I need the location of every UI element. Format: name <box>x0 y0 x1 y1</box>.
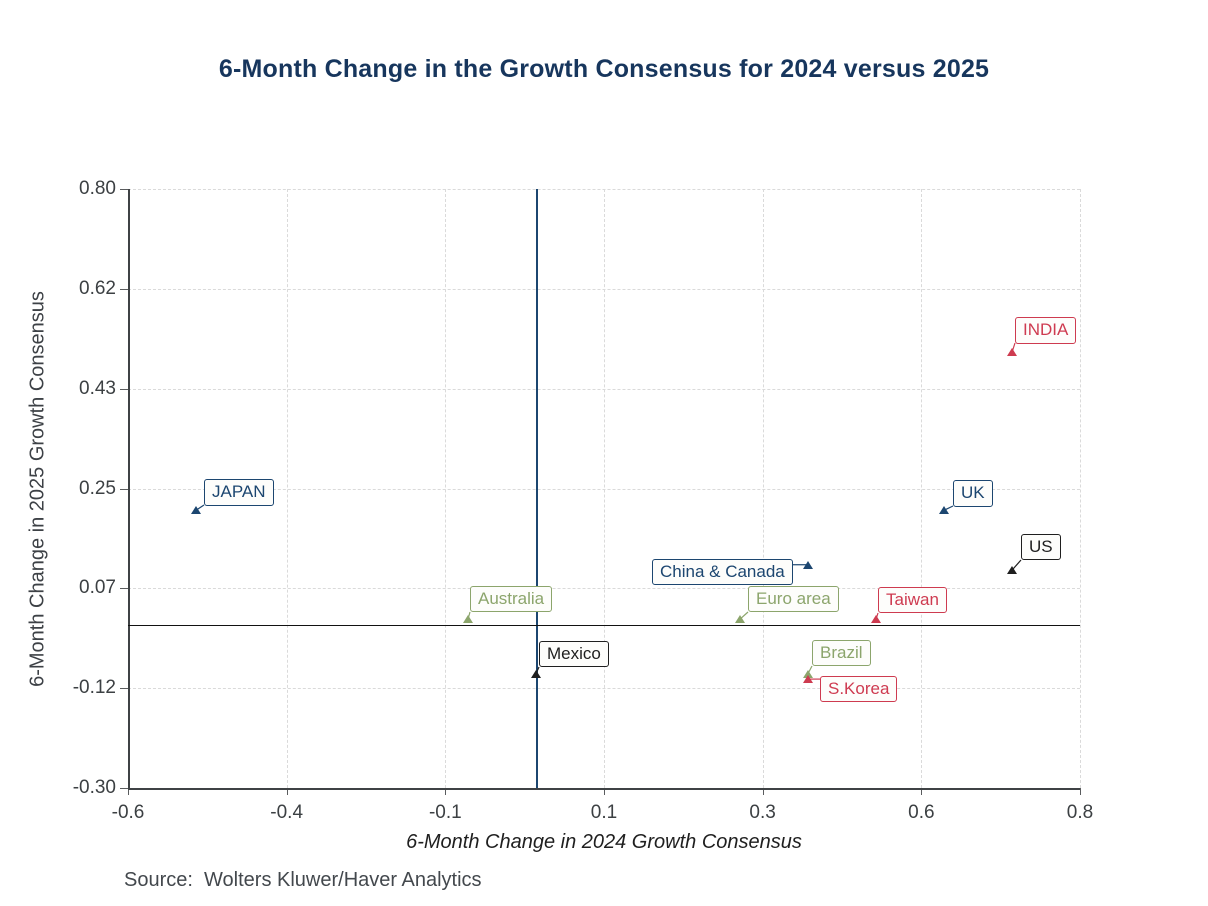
gridline-horizontal <box>128 189 1080 190</box>
x-tick-label: -0.4 <box>270 802 304 823</box>
y-tick-label: 0.07 <box>79 577 116 599</box>
x-tick-mark <box>128 788 129 795</box>
y-tick-label: 0.80 <box>79 178 116 199</box>
y-tick-label: -0.30 <box>72 777 116 798</box>
gridline-horizontal <box>128 488 1080 490</box>
x-tick-label: 0.8 <box>1066 802 1094 823</box>
y-axis-line <box>128 189 130 788</box>
y-tick-label: 0.25 <box>79 477 116 499</box>
data-marker <box>191 506 201 515</box>
y-tick-label: -0.12 <box>72 677 116 699</box>
country-label: Mexico <box>539 640 609 667</box>
gridline-horizontal <box>128 688 1080 690</box>
x-tick-mark <box>286 788 288 795</box>
data-marker <box>735 615 745 624</box>
country-label: JAPAN <box>204 479 274 506</box>
data-marker <box>1007 348 1017 357</box>
gridline-horizontal <box>128 288 1080 290</box>
y-tick-label: 0.43 <box>79 377 116 399</box>
y-tick-mark <box>120 588 128 590</box>
country-label: Taiwan <box>878 587 947 614</box>
country-label: UK <box>953 480 993 507</box>
chart-title: 6-Month Change in the Growth Consensus f… <box>218 55 990 83</box>
x-tick-mark <box>445 788 447 795</box>
source-note: Source: Wolters Kluwer/Haver Analytics <box>124 869 482 891</box>
x-tick-label: -0.1 <box>428 802 462 823</box>
x-tick-mark <box>604 788 605 795</box>
gridline-vertical <box>1080 189 1081 788</box>
data-marker <box>939 506 949 515</box>
y-tick-mark <box>120 388 128 390</box>
data-marker <box>531 669 541 678</box>
y-tick-mark <box>120 189 128 190</box>
data-marker <box>1007 566 1017 575</box>
country-label: INDIA <box>1015 317 1077 344</box>
y-tick-mark <box>120 788 128 789</box>
x-tick-mark <box>1080 788 1081 795</box>
x-axis-label: 6-Month Change in 2024 Growth Consensus <box>406 831 802 853</box>
y-tick-mark <box>120 688 128 690</box>
country-label: US <box>1021 534 1061 561</box>
country-label: Euro area <box>748 586 839 613</box>
country-label: S.Korea <box>820 676 898 703</box>
y-tick-label: 0.62 <box>79 277 116 299</box>
country-label: Brazil <box>812 639 871 666</box>
x-tick-mark <box>921 788 923 795</box>
zero-line-vertical <box>536 189 538 788</box>
y-tick-mark <box>120 488 128 490</box>
data-marker <box>463 615 473 624</box>
country-label: Australia <box>470 586 553 613</box>
zero-line-horizontal <box>128 624 1080 626</box>
data-marker <box>871 615 881 624</box>
y-tick-mark <box>120 288 128 290</box>
data-marker <box>803 669 813 678</box>
x-tick-label: 0.3 <box>749 802 776 823</box>
x-tick-mark <box>762 788 764 795</box>
x-tick-label: 0.1 <box>590 802 618 823</box>
x-tick-label: -0.6 <box>111 802 145 823</box>
x-axis-line <box>128 788 1080 790</box>
gridline-horizontal <box>128 588 1080 590</box>
data-marker <box>803 560 813 569</box>
y-axis-label: 6-Month Change in 2025 Growth Consensus <box>26 291 49 687</box>
country-label: China & Canada <box>652 558 793 585</box>
data-marker <box>803 675 813 684</box>
gridline-horizontal <box>128 388 1080 390</box>
x-tick-label: 0.6 <box>908 802 935 823</box>
